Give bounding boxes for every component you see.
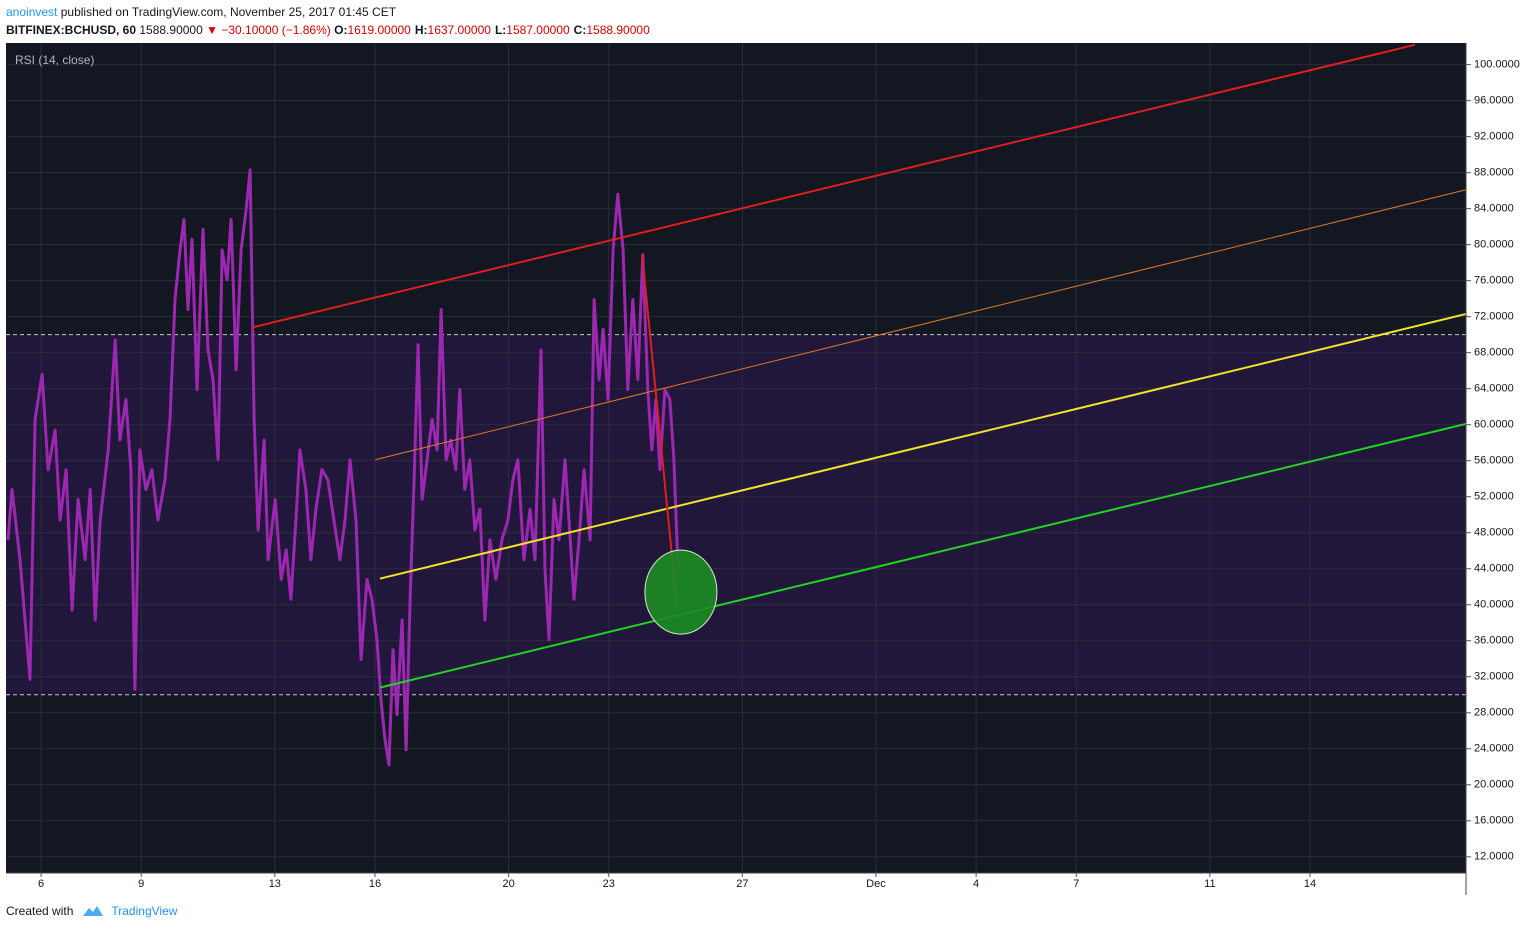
highlight-circle [644, 549, 718, 635]
symbol: BITFINEX:BCHUSD, 60 [6, 23, 137, 37]
y-tick-label: 40.0000 [1474, 599, 1514, 611]
x-tick-label: 9 [138, 878, 144, 890]
x-tick-label: 11 [1204, 878, 1215, 890]
y-tick-label: 60.0000 [1474, 419, 1514, 431]
ohlc-label: O: [334, 23, 348, 37]
x-tick-label: 7 [1073, 878, 1079, 890]
trend-line [379, 312, 1466, 580]
y-tick-label: 88.0000 [1474, 167, 1514, 179]
trend-line [641, 254, 678, 606]
header-line: anoinvest published on TradingView.com, … [6, 3, 654, 21]
x-tick-label: 13 [269, 878, 281, 890]
y-tick-label: 44.0000 [1474, 563, 1514, 575]
x-tick-label: 27 [736, 878, 748, 890]
y-tick-label: 68.0000 [1474, 347, 1514, 359]
indicator-title: RSI (14, close) [15, 53, 94, 67]
ohlc-value: 1587.00000 [506, 23, 570, 37]
rsi-band [6, 334, 1466, 695]
y-tick-label: 16.0000 [1474, 815, 1514, 827]
author[interactable]: anoinvest [6, 5, 58, 19]
chart: RSI (14, close) 12.0000 16.0000 20.0000 24.… [6, 43, 1520, 895]
x-tick-label: 6 [38, 878, 44, 890]
x-tick-label: Dec [866, 878, 886, 890]
trend-line [374, 189, 1466, 461]
y-tick-label: 36.0000 [1474, 635, 1514, 647]
y-tick-label: 32.0000 [1474, 671, 1514, 683]
x-tick-label: 20 [502, 878, 514, 890]
ohlc-label: L: [494, 23, 507, 37]
last-price: 1588.90000 [139, 23, 203, 37]
y-tick-label: 72.0000 [1474, 311, 1514, 323]
change: −30.10000 (−1.86%) [221, 23, 331, 37]
y-tick-label: 56.0000 [1474, 455, 1514, 467]
logo [83, 906, 104, 916]
x-tick-label: 16 [369, 878, 381, 890]
y-tick-label: 96.0000 [1474, 95, 1514, 107]
y-tick-label: 52.0000 [1474, 491, 1514, 503]
created-with: Created with [6, 904, 74, 918]
trend-line [251, 43, 1416, 329]
y-tick-label: 92.0000 [1474, 131, 1514, 143]
ohlc-value: 1588.90000 [586, 23, 650, 37]
y-tick-label: 100.0000 [1474, 59, 1520, 71]
y-tick-label: 80.0000 [1474, 239, 1514, 251]
ohlc-value: 1619.00000 [347, 23, 411, 37]
x-tick-label: 23 [603, 878, 615, 890]
trend-line [379, 422, 1466, 689]
y-tick-label: 20.0000 [1474, 779, 1514, 791]
x-tick-label: 14 [1304, 878, 1316, 890]
ohlc-label: C: [573, 23, 587, 37]
published: published on TradingView.com, November 2… [60, 5, 397, 19]
y-tick-label: 24.0000 [1474, 743, 1514, 755]
ohlc-value: 1637.00000 [427, 23, 491, 37]
x-tick-label: 4 [973, 878, 979, 890]
y-tick-label: 76.0000 [1474, 275, 1514, 287]
ohlc: O:1619.00000 H:1637.00000 L:1587.00000 C:15… [334, 23, 654, 37]
header: anoinvest published on TradingView.com, … [6, 3, 654, 39]
arrow: ▼ [206, 23, 218, 37]
y-tick-label: 84.0000 [1474, 203, 1514, 215]
rsi-line [6, 168, 680, 767]
brand[interactable]: TradingView [111, 904, 178, 918]
y-tick-label: 28.0000 [1474, 707, 1514, 719]
ohlc-label: H: [414, 23, 428, 37]
y-tick-label: 12.0000 [1474, 851, 1514, 863]
plot [6, 43, 1466, 873]
footer: Created with TradingView [6, 902, 177, 920]
y-tick-label: 48.0000 [1474, 527, 1514, 539]
symbol-line: BITFINEX:BCHUSD, 60 1588.90000 ▼ −30.100… [6, 21, 654, 39]
y-tick-label: 64.0000 [1474, 383, 1514, 395]
